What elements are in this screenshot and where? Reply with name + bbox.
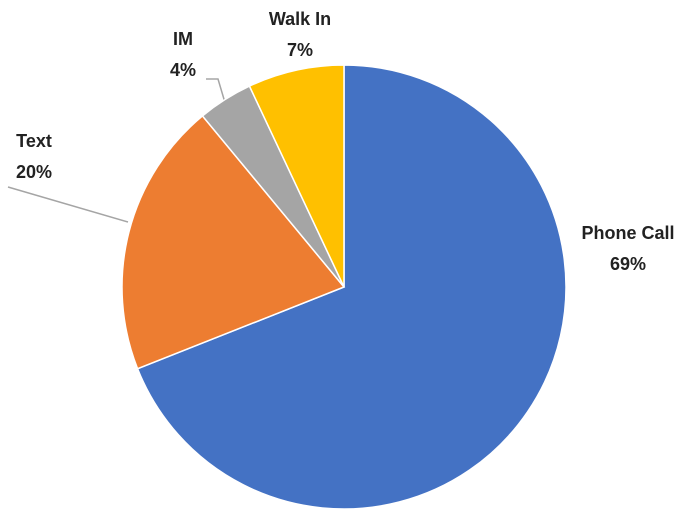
slice-label: Phone Call xyxy=(581,223,674,243)
value-label: 69% xyxy=(610,254,646,274)
pie-slice xyxy=(136,64,567,510)
value-label: 7% xyxy=(287,40,313,60)
pie-slice xyxy=(248,64,345,288)
slice-label: Text xyxy=(16,131,52,151)
pie-slice xyxy=(121,114,346,370)
value-label: 20% xyxy=(16,162,52,182)
leader-line xyxy=(206,78,227,107)
slice-label: IM xyxy=(173,29,193,49)
value-label: 4% xyxy=(170,60,196,80)
slice-label: Walk In xyxy=(269,9,331,29)
leader-line xyxy=(7,186,129,223)
